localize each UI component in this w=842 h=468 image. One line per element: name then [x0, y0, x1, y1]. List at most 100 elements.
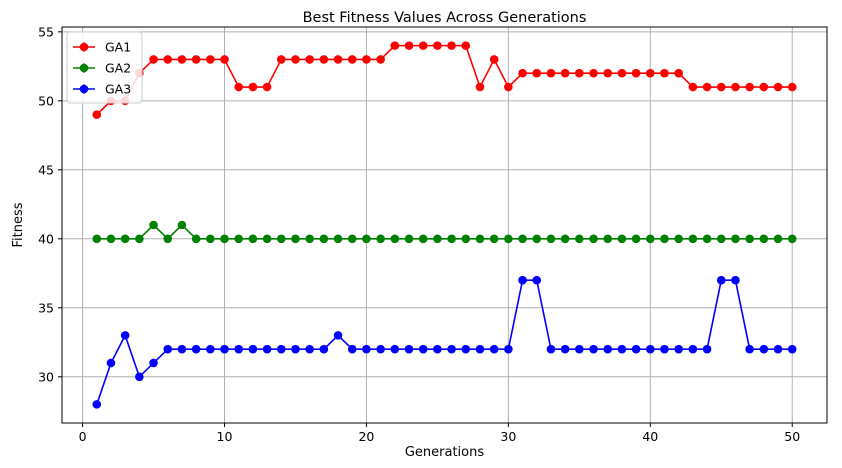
data-point [716, 82, 726, 92]
data-point [319, 55, 329, 64]
data-point [546, 68, 556, 78]
data-point [461, 234, 471, 244]
x-axis-label: Generations [405, 445, 485, 460]
data-point [291, 234, 300, 244]
y-tick-label: 40 [38, 231, 54, 246]
data-point [773, 344, 783, 354]
data-point [475, 344, 485, 354]
data-point [787, 82, 797, 92]
data-point [617, 234, 627, 244]
data-point [787, 344, 797, 354]
data-point [532, 68, 542, 78]
data-point [390, 344, 400, 354]
data-point [532, 234, 542, 244]
data-point [333, 331, 343, 340]
data-point [575, 68, 584, 78]
data-point [362, 344, 371, 354]
data-point [716, 234, 726, 244]
data-point [191, 234, 201, 244]
y-tick-label: 45 [38, 162, 54, 177]
data-point [120, 331, 130, 340]
data-point [589, 68, 598, 78]
x-tick-label: 50 [784, 429, 800, 444]
data-point [149, 55, 158, 64]
data-point [106, 234, 116, 244]
data-point [702, 82, 712, 92]
data-point [276, 234, 286, 244]
data-point [603, 344, 613, 354]
data-point [305, 234, 314, 244]
data-point [475, 82, 485, 92]
data-point [560, 68, 570, 78]
data-point [674, 68, 683, 78]
grid-lines [62, 27, 827, 423]
data-point [206, 234, 215, 244]
data-point [674, 234, 683, 244]
y-axis-label: Fitness [11, 202, 26, 247]
data-point [106, 358, 116, 368]
data-point [390, 234, 400, 244]
data-point [163, 344, 173, 354]
data-point [461, 41, 471, 50]
data-point [362, 55, 371, 64]
data-point [504, 82, 513, 92]
data-point [120, 234, 130, 244]
x-tick-label: 20 [358, 429, 374, 444]
data-point [645, 344, 655, 354]
data-point [745, 82, 754, 92]
data-point [92, 110, 102, 119]
data-point [688, 82, 698, 92]
data-point [660, 234, 669, 244]
data-point [617, 68, 627, 78]
data-point [759, 344, 769, 354]
data-point [489, 344, 499, 354]
data-point [418, 41, 428, 50]
data-point [333, 55, 343, 64]
data-point [759, 82, 769, 92]
data-point [745, 234, 754, 244]
data-point [418, 344, 428, 354]
data-point [489, 55, 499, 64]
data-point [645, 234, 655, 244]
data-point [560, 234, 570, 244]
data-point [773, 82, 783, 92]
data-point [447, 344, 456, 354]
data-point [631, 68, 641, 78]
data-point [433, 41, 442, 50]
data-point [248, 234, 258, 244]
data-point [447, 41, 456, 50]
legend-label: GA2 [105, 61, 131, 76]
data-point [376, 55, 385, 64]
legend-item-ga1: GA1 [73, 40, 131, 55]
data-point [206, 344, 215, 354]
data-point [773, 234, 783, 244]
data-point [504, 234, 513, 244]
series-ga3 [92, 275, 797, 409]
legend-item-ga3: GA3 [73, 82, 131, 97]
data-point [390, 41, 400, 50]
x-tick-label: 40 [642, 429, 658, 444]
data-point [234, 344, 244, 354]
data-point [589, 344, 598, 354]
data-point [404, 41, 414, 50]
data-point [702, 234, 712, 244]
data-point [660, 344, 669, 354]
data-point [220, 55, 229, 64]
data-point [617, 344, 627, 354]
data-point [731, 275, 740, 285]
data-point [149, 220, 158, 230]
data-point [135, 372, 144, 382]
data-point [234, 234, 244, 244]
data-point [489, 234, 499, 244]
data-point [206, 55, 215, 64]
legend-marker [79, 42, 89, 52]
data-point [660, 68, 669, 78]
x-tick-label: 0 [79, 429, 87, 444]
data-point [589, 234, 598, 244]
data-point [220, 344, 229, 354]
data-point [291, 55, 300, 64]
data-point [645, 68, 655, 78]
data-point [92, 400, 102, 409]
y-tick-label: 30 [38, 369, 54, 384]
